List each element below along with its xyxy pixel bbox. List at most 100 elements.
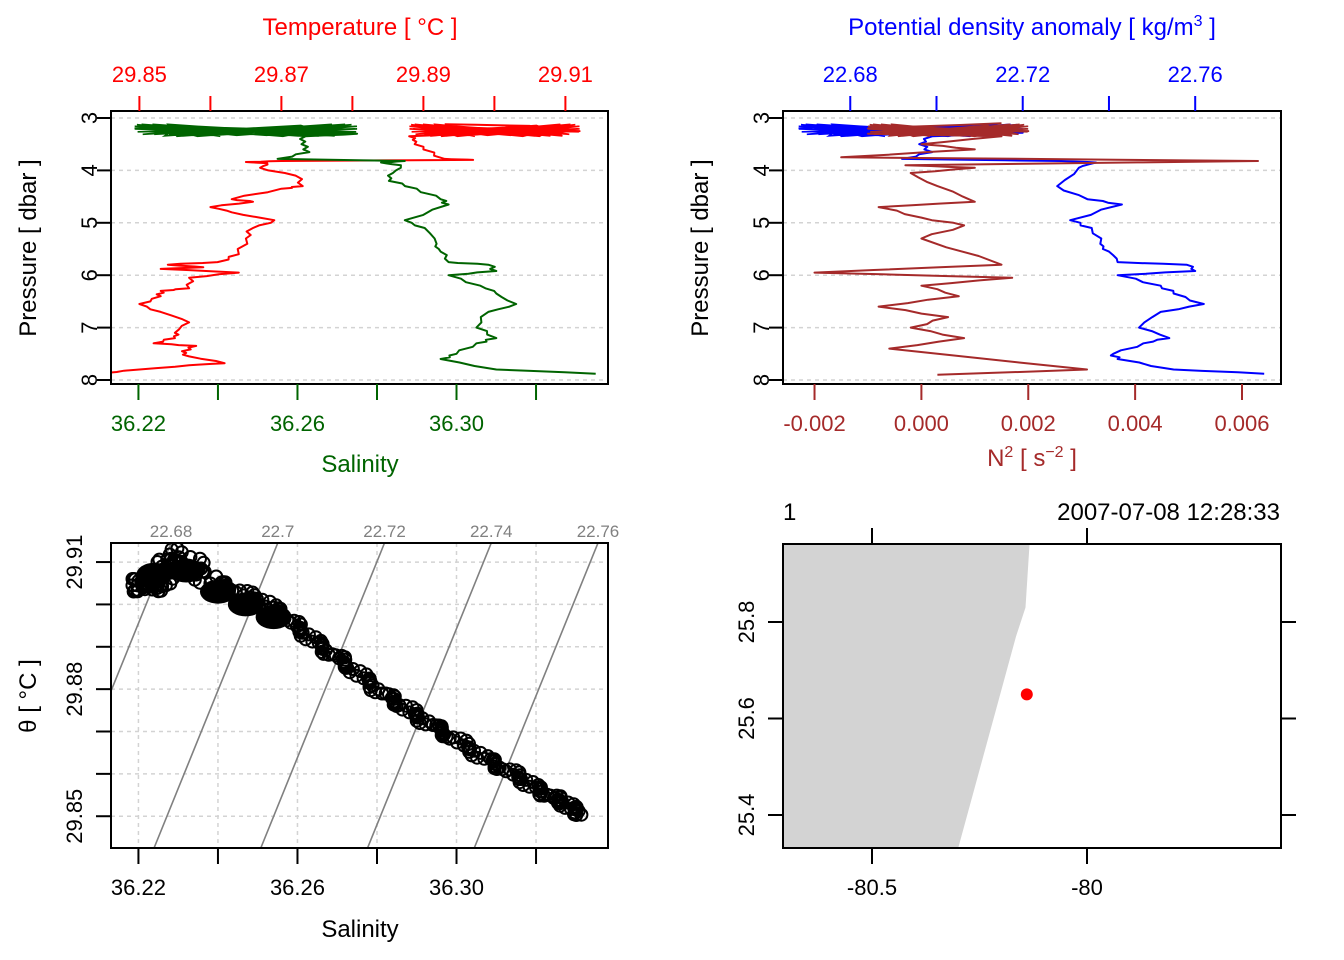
isopycnal-label: 22.7	[261, 522, 294, 541]
series-surface-noise	[409, 123, 580, 138]
isopycnal-lines	[111, 543, 599, 848]
data-point-cluster	[199, 579, 236, 604]
x-tick-label: 36.30	[429, 875, 484, 900]
y-tick-label: 8	[749, 374, 774, 386]
data-point-cluster	[168, 558, 205, 583]
map-content	[783, 544, 1033, 848]
bottom-axis-tick-label: -0.002	[783, 411, 845, 436]
y-tick-label: 25.8	[734, 601, 759, 644]
bottom-axis-tick-label: 0.006	[1214, 411, 1269, 436]
series-group	[111, 123, 596, 375]
isopycnal-label: 22.76	[577, 522, 620, 541]
grid	[783, 117, 1281, 381]
data-point	[342, 665, 357, 680]
y-tick-label: 4	[749, 164, 774, 176]
y-tick-label: 5	[749, 217, 774, 229]
data-point	[301, 627, 316, 642]
y-axis-title: Pressure [ dbar ]	[687, 159, 714, 336]
data-point	[158, 578, 173, 593]
data-point	[519, 772, 534, 787]
top-axis-title: Potential density anomaly [ kg/m3 ]	[848, 13, 1216, 41]
station-marker	[1020, 688, 1033, 701]
bottom-axis-tick-label: 0.004	[1108, 411, 1163, 436]
data-point-cluster	[255, 605, 292, 630]
x-tick-label: -80.5	[847, 875, 897, 900]
isopycnal-label: 22.74	[470, 522, 513, 541]
y-tick-label: 29.88	[62, 662, 87, 717]
data-point	[135, 578, 150, 593]
land-polygon	[783, 544, 1030, 848]
top-axis-tick-label: 22.72	[995, 62, 1050, 87]
plot-frame	[110, 110, 609, 385]
grid	[111, 543, 608, 848]
x-tick-label: -80	[1071, 875, 1103, 900]
y-tick-label: 25.6	[734, 697, 759, 740]
bottom-axis-tick-label: 0.002	[1001, 411, 1056, 436]
x-tick-label: 36.26	[270, 875, 325, 900]
bottom-axis-tick-label: 36.22	[111, 411, 166, 436]
data-point	[130, 578, 145, 593]
density-n2-profile-panel: 3 4 5 6 7 8 22.68 22.72 22.76 -0.002 0.000 0.002 0.0…	[687, 13, 1282, 472]
grid	[111, 117, 608, 381]
data-point	[345, 662, 360, 676]
bottom-axis-tick-label: 36.26	[270, 411, 325, 436]
axes: -80.5 -80 25.4 25.6 25.8	[734, 528, 1296, 900]
data-point	[574, 807, 589, 822]
station-map-panel: -80.5 -80 25.4 25.6 25.8 1 2007-07-08 12:28:…	[734, 499, 1296, 900]
data-point	[368, 685, 383, 700]
isopycnal-line	[111, 543, 172, 694]
top-axis-tick-label: 29.85	[112, 62, 167, 87]
isopycnal-labels: 22.68 22.7 22.72 22.74 22.76	[150, 522, 619, 541]
data-point	[149, 578, 164, 593]
station-time-label: 2007-07-08 12:28:33	[1057, 499, 1280, 526]
x-axis-title: Salinity	[321, 916, 398, 943]
top-axis-tick-label: 22.76	[1168, 62, 1223, 87]
y-tick-label: 29.91	[62, 535, 87, 590]
bottom-axis-title: Salinity	[321, 451, 398, 478]
ts-diagram-panel: 36.22 36.26 36.30 29.85 29.88 29.91 22.68 22.7…	[15, 522, 619, 943]
top-axis-tick-label: 29.91	[538, 62, 593, 87]
top-axis-title: Temperature [ °C ]	[263, 14, 458, 41]
y-tick-label: 7	[749, 321, 774, 333]
station-number-label: 1	[783, 499, 796, 526]
data-point	[467, 743, 481, 758]
density-title-text: Potential density anomaly [ kg/m	[848, 14, 1194, 41]
y-axis-title: Pressure [ dbar ]	[15, 159, 42, 336]
plot-frame	[782, 110, 1282, 385]
top-axis-tick-label: 29.87	[254, 62, 309, 87]
y-tick-label: 6	[77, 269, 102, 281]
plot-frame	[782, 543, 1282, 849]
series-line-temperature	[111, 123, 581, 374]
data-point	[418, 717, 433, 732]
series-line-n2	[813, 122, 1259, 376]
bottom-axis-title: N2 [ s−2 ]	[987, 444, 1077, 472]
data-point	[139, 578, 154, 593]
superscript-3: 3	[1194, 13, 1203, 30]
y-tick-label: 8	[77, 374, 102, 386]
y-tick-label: 7	[77, 321, 102, 333]
isopycnal-line	[473, 543, 599, 848]
y-tick-label: 3	[77, 112, 102, 124]
scatter-points	[125, 543, 589, 822]
data-point	[395, 702, 410, 717]
data-point	[144, 578, 159, 593]
plot-frame	[110, 542, 609, 849]
top-axis-tick-label: 22.68	[823, 62, 878, 87]
bottom-axis-tick-label: 0.000	[894, 411, 949, 436]
data-point	[125, 578, 140, 593]
y-tick-label: 6	[749, 269, 774, 281]
y-tick-label: 4	[77, 164, 102, 176]
series-surface-noise	[868, 123, 1029, 138]
y-axis-title: θ [ °C ]	[15, 659, 42, 733]
axes: 36.22 36.26 36.30 29.85 29.88 29.91	[62, 535, 538, 900]
series-group	[798, 122, 1265, 376]
axes: 3 4 5 6 7 8 22.68 22.72 22.76 -0.002 0.000 0.002 0.0…	[749, 62, 1270, 436]
isopycnal-label: 22.72	[363, 522, 406, 541]
x-tick-label: 36.22	[111, 875, 166, 900]
data-point	[154, 578, 169, 593]
data-point-cluster	[227, 592, 264, 617]
isopycnal-line	[366, 543, 492, 848]
data-point	[295, 625, 310, 640]
top-axis-tick-label: 29.89	[396, 62, 451, 87]
